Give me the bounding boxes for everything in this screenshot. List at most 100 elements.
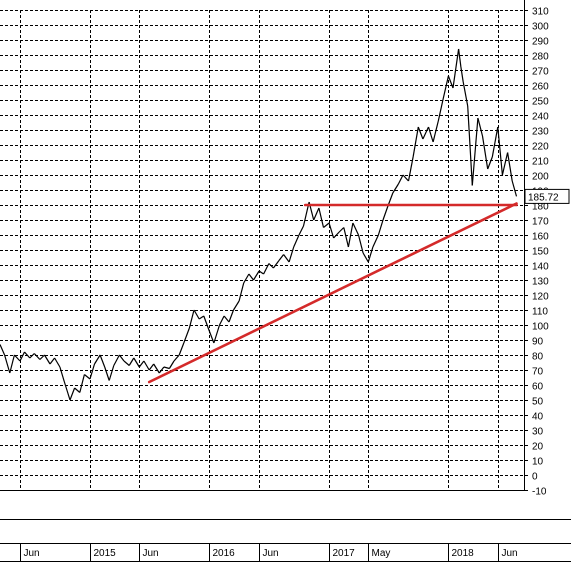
price-series — [0, 48, 518, 401]
price-segment — [462, 81, 469, 107]
price-segment — [278, 254, 285, 261]
last-value-label: 185.72 — [528, 192, 559, 203]
price-segment — [392, 183, 399, 194]
y-tick-label: 240 — [532, 112, 549, 123]
price-segment — [163, 366, 170, 370]
y-tick-label: 50 — [532, 397, 544, 408]
y-tick-label: 300 — [532, 22, 549, 33]
y-tick-label: 30 — [532, 427, 544, 438]
price-segment — [148, 363, 155, 371]
y-tick-label: -10 — [532, 487, 547, 498]
price-segment — [59, 366, 65, 383]
x-tick-label: 2016 — [213, 548, 236, 559]
price-segment — [84, 374, 91, 380]
price-segment — [29, 353, 35, 359]
price-segment — [283, 254, 290, 263]
price-segment — [252, 270, 260, 281]
price-segment — [258, 270, 264, 275]
price-segment — [263, 263, 270, 275]
price-segment — [208, 330, 215, 344]
price-segment — [397, 174, 404, 185]
price-segment — [153, 363, 160, 374]
y-tick-label: 270 — [532, 67, 549, 78]
price-segment — [0, 344, 6, 356]
price-segment — [158, 366, 165, 374]
price-segment — [447, 75, 454, 89]
price-segment — [228, 309, 235, 323]
price-segment — [79, 374, 85, 393]
price-segment — [427, 126, 434, 143]
price-segment — [248, 273, 254, 281]
x-tick-label: 2017 — [333, 548, 356, 559]
price-segment — [74, 387, 81, 393]
x-tick-label: 2015 — [94, 548, 117, 559]
x-tick-label: May — [372, 548, 391, 559]
plot-frame — [0, 0, 571, 562]
y-tick-label: 40 — [532, 412, 544, 423]
price-segment — [133, 357, 140, 368]
price-segment — [298, 225, 305, 236]
price-segment — [223, 315, 230, 323]
x-axis: Jun 2015 Jun 2016 Jun 2017 May 2018 Jun — [20, 543, 518, 561]
y-tick-label: 310 — [532, 7, 549, 18]
price-segment — [178, 342, 185, 356]
price-segment — [268, 263, 274, 269]
y-tick-label: 160 — [532, 232, 549, 243]
price-segment — [467, 105, 473, 186]
price-segment — [511, 180, 518, 197]
price-segment — [491, 126, 499, 158]
price-segment — [372, 234, 379, 248]
last-value-marker: 185.72 — [524, 188, 570, 204]
y-tick-label: 20 — [532, 442, 544, 453]
price-segment — [218, 315, 225, 326]
y-tick-label: 120 — [532, 292, 549, 303]
support-trendline — [147, 202, 518, 384]
y-tick-label: 170 — [532, 217, 549, 228]
price-segment — [183, 327, 190, 344]
price-segment — [63, 381, 71, 401]
price-segment — [507, 152, 513, 182]
price-segment — [118, 354, 125, 362]
y-tick-label: 80 — [532, 352, 544, 363]
price-segment — [352, 222, 360, 236]
price-segment — [412, 126, 419, 158]
price-segment — [198, 315, 205, 320]
price-segment — [288, 246, 295, 263]
price-segment — [452, 48, 460, 89]
y-tick-label: 150 — [532, 247, 549, 258]
x-tick-label: Jun — [502, 548, 518, 559]
price-segment — [347, 222, 354, 248]
y-tick-label: 260 — [532, 82, 549, 93]
price-segment — [24, 351, 31, 359]
price-segment — [13, 354, 21, 362]
price-segment — [293, 234, 300, 248]
price-segment — [407, 156, 414, 182]
price-segment — [417, 126, 424, 140]
price-segment — [437, 99, 444, 122]
y-tick-label: 210 — [532, 157, 549, 168]
last-value-box — [524, 188, 570, 204]
price-segment — [89, 363, 96, 380]
price-segment — [93, 354, 101, 365]
y-tick-label: 10 — [532, 457, 544, 468]
price-segment — [49, 357, 56, 365]
price-segment — [460, 66, 464, 83]
price-segment — [33, 353, 41, 360]
price-segment — [128, 357, 135, 366]
price-segment — [39, 354, 45, 360]
price-segment — [338, 227, 345, 233]
price-segment — [501, 152, 509, 176]
price-segment — [402, 174, 409, 182]
price-segment — [432, 120, 439, 143]
y-tick-label: 130 — [532, 277, 549, 288]
y-tick-label: 200 — [532, 172, 549, 183]
price-segment — [471, 117, 479, 186]
price-segment — [4, 354, 11, 374]
price-segment — [343, 227, 349, 248]
price-segment — [497, 126, 503, 176]
y-tick-label: 230 — [532, 127, 549, 138]
x-tick-label: 2018 — [452, 548, 475, 559]
y-tick-label: 0 — [532, 472, 538, 483]
